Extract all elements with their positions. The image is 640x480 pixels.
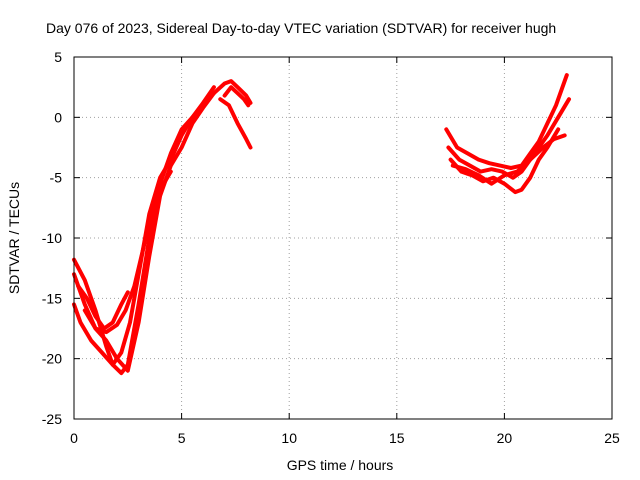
series-line-track-7 — [222, 85, 251, 108]
y-tick-label: 0 — [54, 109, 62, 125]
y-tick-label: -25 — [42, 411, 62, 427]
x-tick-label: 25 — [604, 430, 620, 446]
series-line-track-10 — [446, 97, 571, 180]
y-tick-label: 5 — [54, 49, 62, 65]
y-tick-label: -5 — [50, 170, 63, 186]
x-tick-label: 0 — [70, 430, 78, 446]
x-tick-label: 15 — [389, 430, 405, 446]
y-tick-label: -15 — [42, 290, 62, 306]
axes: 0 5 10 15 20 25 -25 -20 -15 -10 -5 0 5 — [42, 49, 620, 446]
chart-title: Day 076 of 2023, Sidereal Day-to-day VTE… — [46, 20, 556, 36]
y-tick-label: -20 — [42, 351, 62, 367]
grid-lines — [74, 57, 612, 419]
x-tick-label: 20 — [497, 430, 513, 446]
series-line-track-9 — [444, 73, 569, 170]
series-line-track-8 — [218, 97, 253, 150]
x-axis-title: GPS time / hours — [287, 457, 394, 473]
series-line-track-12 — [450, 133, 567, 186]
series-line-track-5 — [82, 169, 173, 335]
series-line-track-6 — [211, 79, 253, 105]
series-line-track-11 — [448, 127, 561, 195]
y-tick-label: -10 — [42, 230, 62, 246]
series-line-track-3 — [72, 103, 206, 367]
data-series — [72, 73, 571, 376]
x-tick-label: 5 — [178, 430, 186, 446]
series-line-track-4 — [76, 284, 130, 331]
x-tick-label: 10 — [281, 430, 297, 446]
y-axis-title: SDTVAR / TECUs — [6, 182, 22, 294]
